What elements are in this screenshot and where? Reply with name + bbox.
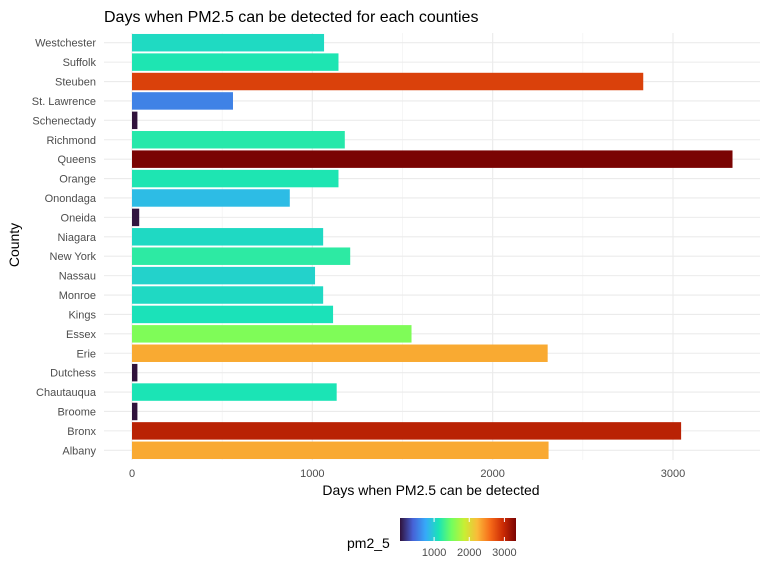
y-tick-label: Essex <box>66 329 96 341</box>
y-tick-label: Monroe <box>59 290 96 302</box>
bar-richmond <box>132 131 345 149</box>
bar-queens <box>132 150 733 168</box>
y-tick-label: Queens <box>57 154 96 166</box>
x-tick-label: 0 <box>129 468 135 480</box>
y-axis-tick-labels: Westchester Suffolk Steuben St. Lawrence Sch… <box>32 38 97 458</box>
y-tick-label: Schenectady <box>32 115 96 127</box>
bar-nassau <box>132 266 316 285</box>
bar-erie <box>132 344 548 362</box>
x-axis-label: Days when PM2.5 can be detected <box>322 482 539 498</box>
y-tick-label: Broome <box>57 406 96 418</box>
bar-oneida <box>132 208 140 227</box>
x-tick-label: 2000 <box>480 468 504 480</box>
y-tick-label: New York <box>50 251 97 263</box>
bar-new-york <box>132 247 351 265</box>
bar-kings <box>132 305 334 324</box>
bar-steuben <box>132 72 644 91</box>
bar-onondaga <box>132 189 290 207</box>
bar-orange <box>132 169 339 188</box>
legend-ticks: 1000 2000 3000 <box>422 518 517 559</box>
x-tick-label: 1000 <box>300 468 324 480</box>
bar-st-lawrence <box>132 92 233 110</box>
bar-chautauqua <box>132 383 337 401</box>
bar-essex <box>132 325 412 343</box>
y-tick-label: Nassau <box>59 271 96 283</box>
y-tick-label: Oneida <box>61 212 97 224</box>
bar-dutchess <box>132 363 138 382</box>
bar-monroe <box>132 286 324 304</box>
legend-tick-label: 2000 <box>457 547 481 559</box>
y-tick-label: Onondaga <box>45 193 97 205</box>
y-tick-label: Albany <box>62 445 96 457</box>
y-tick-label: Bronx <box>67 426 96 438</box>
bar-albany <box>132 441 549 460</box>
y-tick-label: Chautauqua <box>36 387 97 399</box>
y-tick-label: Erie <box>76 348 96 360</box>
legend-tick-label: 3000 <box>492 547 516 559</box>
y-tick-label: Kings <box>68 309 96 321</box>
y-tick-label: Richmond <box>46 135 96 147</box>
y-tick-label: St. Lawrence <box>32 96 96 108</box>
y-tick-label: Orange <box>59 174 96 186</box>
bar-niagara <box>132 228 324 246</box>
bar-schenectady <box>132 111 138 130</box>
y-axis-label: County <box>6 223 22 267</box>
y-tick-label: Dutchess <box>50 368 96 380</box>
bar-suffolk <box>132 53 339 71</box>
x-axis-tick-labels: 0 1000 2000 3000 <box>129 468 685 480</box>
bar-broome <box>132 402 138 421</box>
y-tick-label: Westchester <box>35 38 96 50</box>
y-tick-label: Niagara <box>57 232 96 244</box>
y-tick-label: Suffolk <box>63 57 97 69</box>
color-legend: pm2_5 1000 2000 3000 <box>347 518 517 559</box>
chart-title: Days when PM2.5 can be detected for each… <box>104 9 478 26</box>
bar-bronx <box>132 422 682 440</box>
legend-colorbar <box>400 518 516 541</box>
y-tick-label: Steuben <box>55 77 96 89</box>
x-tick-label: 3000 <box>661 468 685 480</box>
legend-tick-label: 1000 <box>422 547 446 559</box>
bar-westchester <box>132 33 325 52</box>
legend-title: pm2_5 <box>347 535 390 551</box>
bars <box>132 33 733 460</box>
